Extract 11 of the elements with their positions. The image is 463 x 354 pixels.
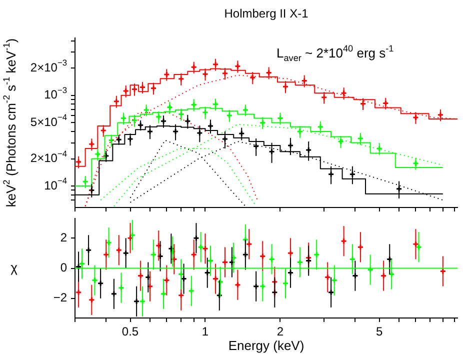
chart-title: Holmberg II X-1 bbox=[224, 6, 309, 20]
x-tick-label: 0.5 bbox=[122, 324, 139, 339]
x-tick-label: 2 bbox=[276, 324, 284, 339]
x-tick-label: 1 bbox=[202, 324, 209, 339]
y-tick-label: −2 bbox=[53, 290, 68, 305]
y-tick-label: 2 bbox=[60, 230, 68, 244]
y-axis-title: χ bbox=[10, 260, 18, 275]
text: keV2 (Photons cm-2 s-1 keV-1) bbox=[1, 38, 19, 208]
x-tick-label: 5 bbox=[376, 324, 383, 339]
x-axis-title: Energy (keV) bbox=[228, 338, 304, 353]
y-tick-label: 0 bbox=[60, 260, 68, 275]
